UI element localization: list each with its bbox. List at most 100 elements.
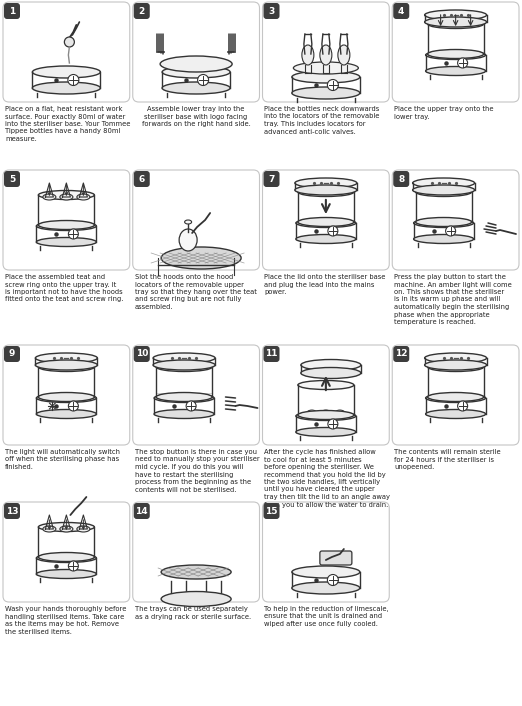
Text: 15: 15 — [265, 506, 278, 515]
FancyBboxPatch shape — [263, 345, 389, 445]
Ellipse shape — [428, 393, 483, 402]
Ellipse shape — [298, 188, 354, 196]
Ellipse shape — [160, 56, 232, 72]
FancyBboxPatch shape — [3, 170, 130, 270]
Circle shape — [327, 80, 338, 90]
Text: 1: 1 — [9, 6, 15, 16]
Ellipse shape — [179, 229, 197, 251]
Ellipse shape — [32, 82, 100, 94]
Circle shape — [458, 401, 468, 411]
Ellipse shape — [413, 234, 473, 244]
Circle shape — [458, 58, 468, 68]
FancyBboxPatch shape — [4, 503, 20, 519]
Ellipse shape — [295, 178, 357, 188]
FancyBboxPatch shape — [320, 551, 352, 565]
Text: The stop button is there in case you
need to manually stop your steriliser
mid c: The stop button is there in case you nee… — [135, 449, 259, 493]
FancyBboxPatch shape — [133, 345, 259, 445]
Ellipse shape — [154, 393, 214, 402]
Circle shape — [328, 226, 338, 236]
FancyBboxPatch shape — [263, 2, 389, 102]
Ellipse shape — [37, 554, 97, 563]
Ellipse shape — [43, 194, 56, 200]
Ellipse shape — [37, 409, 97, 419]
Ellipse shape — [39, 553, 94, 561]
Ellipse shape — [39, 220, 94, 229]
Ellipse shape — [37, 237, 97, 246]
Ellipse shape — [293, 62, 359, 74]
Ellipse shape — [412, 185, 474, 195]
Text: 10: 10 — [136, 349, 148, 359]
Text: The contents will remain sterile
for 24 hours if the steriliser is
unopeened.: The contents will remain sterile for 24 … — [394, 449, 501, 470]
Ellipse shape — [425, 66, 485, 76]
FancyBboxPatch shape — [392, 2, 519, 102]
Ellipse shape — [161, 565, 231, 579]
Ellipse shape — [296, 412, 356, 421]
Circle shape — [186, 401, 196, 411]
Ellipse shape — [296, 218, 356, 227]
Text: 12: 12 — [395, 349, 408, 359]
Ellipse shape — [296, 234, 356, 244]
Ellipse shape — [335, 410, 345, 416]
Ellipse shape — [77, 526, 90, 532]
FancyBboxPatch shape — [3, 502, 130, 602]
Ellipse shape — [292, 87, 360, 99]
Ellipse shape — [185, 220, 192, 224]
Text: 11: 11 — [265, 349, 278, 359]
FancyBboxPatch shape — [134, 3, 150, 19]
Text: 7: 7 — [268, 174, 275, 184]
Text: Slot the hoods onto the hood
locators of the removable upper
tray so that they h: Slot the hoods onto the hood locators of… — [135, 274, 257, 310]
FancyBboxPatch shape — [3, 345, 130, 445]
Text: Place on a flat, heat resistant work
surface. Pour exactly 80ml of water
into th: Place on a flat, heat resistant work sur… — [5, 106, 130, 142]
Ellipse shape — [321, 410, 331, 416]
Ellipse shape — [413, 218, 473, 227]
Ellipse shape — [320, 45, 332, 65]
FancyBboxPatch shape — [393, 171, 409, 187]
Text: 5: 5 — [9, 174, 15, 184]
Text: To help in the reduction of limescale,
ensure that the unit is drained and
wiped: To help in the reduction of limescale, e… — [265, 606, 389, 627]
Ellipse shape — [424, 353, 487, 363]
Ellipse shape — [301, 359, 361, 371]
Ellipse shape — [428, 49, 483, 59]
Ellipse shape — [37, 222, 97, 230]
Ellipse shape — [428, 362, 483, 371]
FancyBboxPatch shape — [4, 346, 20, 362]
Text: Place the assembled teat and
screw ring onto the upper tray. It
is important not: Place the assembled teat and screw ring … — [5, 274, 123, 302]
FancyBboxPatch shape — [264, 503, 279, 519]
Ellipse shape — [39, 191, 94, 200]
Ellipse shape — [154, 409, 214, 419]
FancyBboxPatch shape — [264, 3, 279, 19]
Circle shape — [68, 401, 78, 411]
Ellipse shape — [292, 582, 360, 594]
Ellipse shape — [428, 20, 483, 28]
FancyBboxPatch shape — [133, 502, 259, 602]
Ellipse shape — [161, 592, 231, 606]
Ellipse shape — [296, 428, 356, 436]
FancyBboxPatch shape — [134, 171, 150, 187]
FancyBboxPatch shape — [3, 2, 130, 102]
Ellipse shape — [35, 353, 98, 363]
Text: 8: 8 — [398, 174, 405, 184]
Ellipse shape — [425, 51, 485, 59]
Ellipse shape — [39, 362, 94, 371]
Text: 6: 6 — [139, 174, 145, 184]
Circle shape — [64, 37, 74, 47]
Circle shape — [198, 75, 209, 85]
Text: After the cycle has finished allow
to cool for at least 5 minutes
before opening: After the cycle has finished allow to co… — [265, 449, 390, 508]
FancyBboxPatch shape — [263, 170, 389, 270]
Ellipse shape — [162, 82, 230, 94]
Ellipse shape — [425, 409, 485, 419]
Circle shape — [328, 419, 338, 429]
Ellipse shape — [77, 194, 90, 200]
Ellipse shape — [298, 217, 354, 227]
FancyBboxPatch shape — [393, 3, 409, 19]
Ellipse shape — [37, 393, 97, 402]
Text: 4: 4 — [398, 6, 405, 16]
Ellipse shape — [153, 360, 215, 370]
Ellipse shape — [43, 526, 56, 532]
Text: Place the lid onto the steriliser base
and plug the lead into the mains
power.: Place the lid onto the steriliser base a… — [265, 274, 386, 295]
Text: 9: 9 — [9, 349, 15, 359]
FancyBboxPatch shape — [264, 171, 279, 187]
Circle shape — [327, 575, 338, 585]
Text: The light will automatically switch
off when the sterilising phase has
finished.: The light will automatically switch off … — [5, 449, 120, 470]
Circle shape — [68, 75, 79, 85]
